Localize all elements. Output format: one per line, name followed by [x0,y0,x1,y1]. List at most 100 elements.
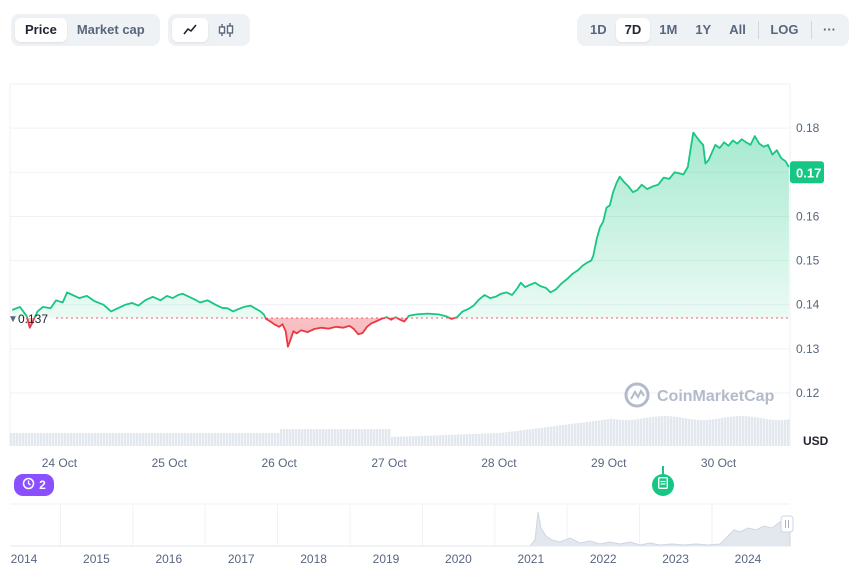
tab-market-cap[interactable]: Market cap [76,22,145,37]
volume-bar [580,422,583,446]
volume-bar [583,422,586,446]
volume-bar [40,433,43,446]
volume-bar [376,429,379,446]
volume-bar [298,429,301,446]
volume-bar [403,436,406,446]
volume-bar [475,433,478,446]
volume-bar [91,433,94,446]
candlestick-icon[interactable] [208,18,244,42]
volume-bar [88,433,91,446]
volume-bar [193,433,196,446]
volume-bar [652,416,655,446]
volume-bar [400,436,403,446]
volume-bar [106,433,109,446]
line-chart-icon[interactable] [172,18,208,42]
news-marker[interactable] [652,474,674,496]
coinmarketcap-logo-icon [624,382,650,408]
volume-bar [418,435,421,446]
volume-bar [340,429,343,446]
volume-bar [700,419,703,446]
range-7d[interactable]: 7D [615,18,651,42]
reference-label: ▼ 0.137 [8,312,48,326]
log-scale-button[interactable]: LOG [770,22,799,37]
volume-bar [694,419,697,446]
volume-bar [112,433,115,446]
volume-bar [679,417,682,446]
volume-bar [766,419,769,446]
volume-bar [424,435,427,446]
volume-bar [724,417,727,446]
volume-bar [238,433,241,446]
range-all[interactable]: All [729,22,746,37]
volume-bar [733,416,736,446]
range-1d[interactable]: 1D [590,22,607,37]
volume-bar [397,436,400,446]
volume-bar [595,420,598,446]
volume-bar [169,433,172,446]
volume-bar [730,416,733,446]
volume-bar [619,419,622,446]
volume-bar [658,416,661,446]
volume-bar [409,436,412,446]
volume-bar [691,419,694,446]
volume-bar [70,433,73,446]
volume-bar [277,433,280,446]
volume-bar [712,419,715,446]
volume-bar [505,432,508,446]
volume-bar [391,436,394,446]
volume-bar [727,417,730,446]
volume-bar [367,429,370,446]
volume-bar [502,432,505,446]
volume-bar [553,426,556,446]
navigator[interactable] [10,503,794,547]
volume-bar [247,433,250,446]
drag-handle-icon[interactable] [780,515,794,533]
volume-bar [319,429,322,446]
volume-bar [139,433,142,446]
range-1m[interactable]: 1M [659,22,678,37]
year-label: 2018 [300,552,327,566]
volume-bar [313,429,316,446]
volume-bar [472,433,475,446]
events-badge[interactable]: 2 [14,474,54,496]
volume-bar [214,433,217,446]
tab-price[interactable]: Price [15,18,67,42]
volume-bar [31,433,34,446]
volume-bar [751,416,754,446]
volume-bar [592,421,595,446]
volume-bar [454,434,457,446]
y-tick-label: 0.18 [796,121,820,135]
volume-bar [760,418,763,446]
volume-bar [520,430,523,446]
volume-bar [508,431,511,446]
volume-bar [274,433,277,446]
volume-bar [85,433,88,446]
volume-bar [202,433,205,446]
more-options-button[interactable]: ··· [822,22,836,37]
volume-bar [130,433,133,446]
volume-bar [622,419,625,446]
volume-bar [229,433,232,446]
volume-bar [109,433,112,446]
y-tick-label: 0.14 [796,298,820,312]
volume-bar [523,429,526,446]
year-label: 2021 [517,552,544,566]
volume-bar [346,429,349,446]
volume-bar [259,433,262,446]
volume-bar [463,434,466,446]
range-1y[interactable]: 1Y [695,22,712,37]
volume-bar [601,419,604,446]
volume-bar [295,429,298,446]
year-label: 2015 [83,552,110,566]
year-label: 2016 [155,552,182,566]
volume-bar [208,433,211,446]
volume-bar [103,433,106,446]
x-tick-label: 24 Oct [42,456,78,470]
volume-bar [379,429,382,446]
volume-bar [697,419,700,446]
volume-bar [175,433,178,446]
volume-bar [382,429,385,446]
price-line-above [11,131,790,318]
navigator-history-area [515,511,791,547]
